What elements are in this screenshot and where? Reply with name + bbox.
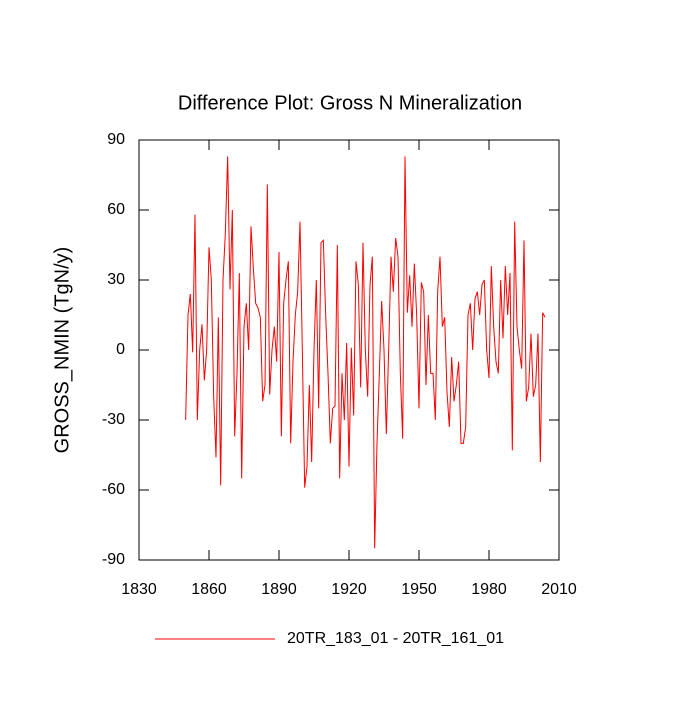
chart-title: Difference Plot: Gross N Mineralization	[178, 92, 522, 114]
series-line	[185, 156, 546, 549]
x-tick-label: 1920	[331, 581, 367, 598]
x-tick-label: 1890	[261, 581, 297, 598]
y-tick-label: 30	[107, 271, 125, 288]
x-tick-label: 1860	[191, 581, 227, 598]
y-tick-label: 90	[107, 131, 125, 148]
x-tick-label: 1830	[121, 581, 157, 598]
y-tick-label: -90	[102, 551, 125, 568]
y-tick-label: -30	[102, 411, 125, 428]
x-tick-label: 2010	[541, 581, 577, 598]
y-tick-label: -60	[102, 481, 125, 498]
plot-frame	[138, 139, 560, 561]
y-tick-label: 60	[107, 201, 125, 218]
y-axis-label: GROSS_NMIN (TgN/y)	[51, 247, 73, 454]
x-tick-label: 1950	[401, 581, 437, 598]
y-tick-label: 0	[116, 341, 125, 358]
legend-label: 20TR_183_01 - 20TR_161_01	[287, 630, 504, 647]
x-tick-label: 1980	[471, 581, 507, 598]
